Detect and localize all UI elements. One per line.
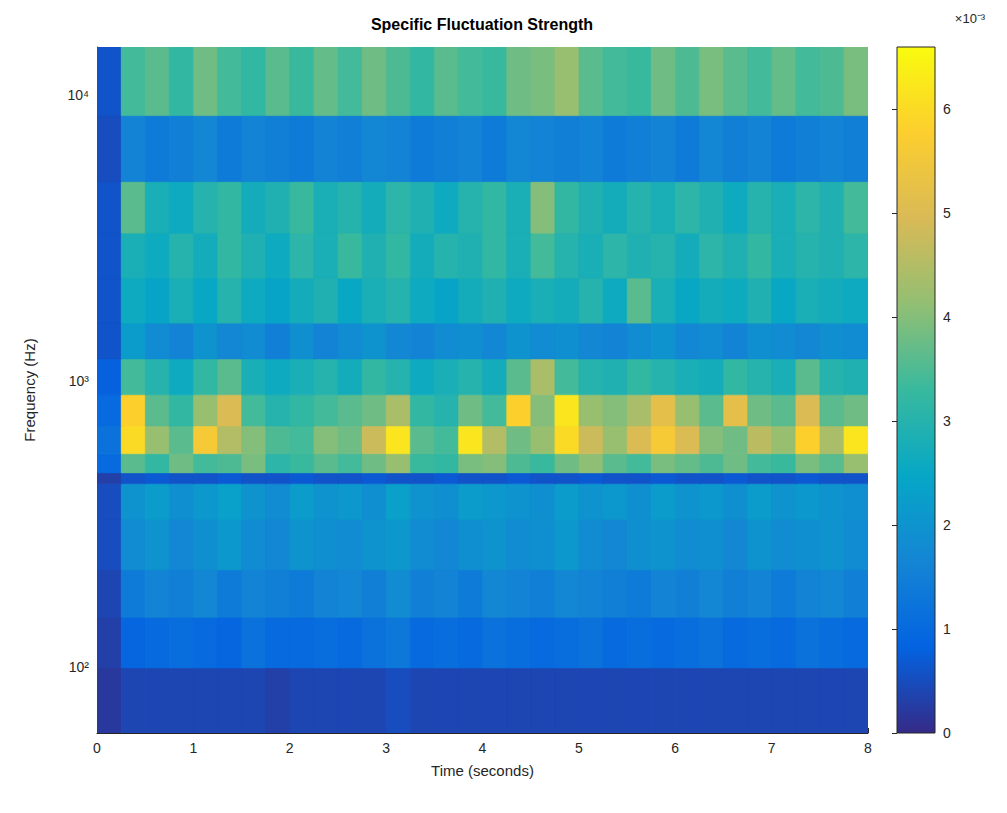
svg-text:1: 1 [189,740,197,756]
svg-text:1: 1 [943,621,951,637]
svg-text:4: 4 [479,740,487,756]
svg-text:2: 2 [943,517,951,533]
svg-text:6: 6 [943,101,951,117]
svg-text:Frequency (Hz): Frequency (Hz) [21,338,38,441]
svg-text:6: 6 [671,740,679,756]
svg-text:10⁴: 10⁴ [67,87,89,103]
svg-text:7: 7 [768,740,776,756]
svg-text:2: 2 [286,740,294,756]
svg-text:0: 0 [943,725,951,741]
svg-text:Specific Fluctuation Strength: Specific Fluctuation Strength [371,16,593,33]
svg-text:5: 5 [943,205,951,221]
svg-text:×10⁻³: ×10⁻³ [955,11,986,26]
svg-text:Time (seconds): Time (seconds) [431,762,534,779]
svg-text:10²: 10² [69,659,90,675]
svg-text:3: 3 [382,740,390,756]
svg-text:3: 3 [943,413,951,429]
svg-text:8: 8 [864,740,872,756]
svg-text:4: 4 [943,309,951,325]
svg-text:0: 0 [93,740,101,756]
svg-text:10³: 10³ [69,373,90,389]
svg-text:5: 5 [575,740,583,756]
